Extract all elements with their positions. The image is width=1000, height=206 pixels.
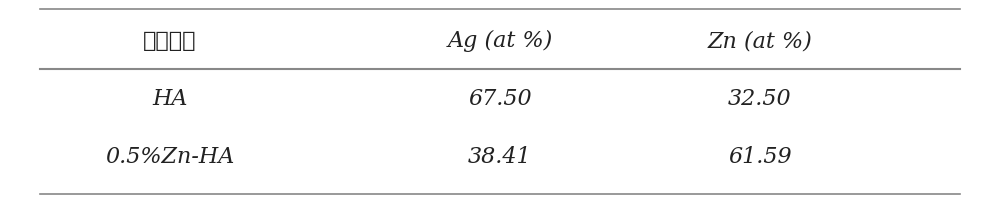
- Text: 61.59: 61.59: [728, 146, 792, 167]
- Text: 基底类型: 基底类型: [143, 31, 197, 51]
- Text: 0.5%Zn-HA: 0.5%Zn-HA: [105, 146, 235, 167]
- Text: 38.41: 38.41: [468, 146, 532, 167]
- Text: 32.50: 32.50: [728, 88, 792, 110]
- Text: Zn (at %): Zn (at %): [708, 30, 812, 52]
- Text: Ag (at %): Ag (at %): [447, 30, 553, 52]
- Text: 67.50: 67.50: [468, 88, 532, 110]
- Text: HA: HA: [152, 88, 188, 110]
